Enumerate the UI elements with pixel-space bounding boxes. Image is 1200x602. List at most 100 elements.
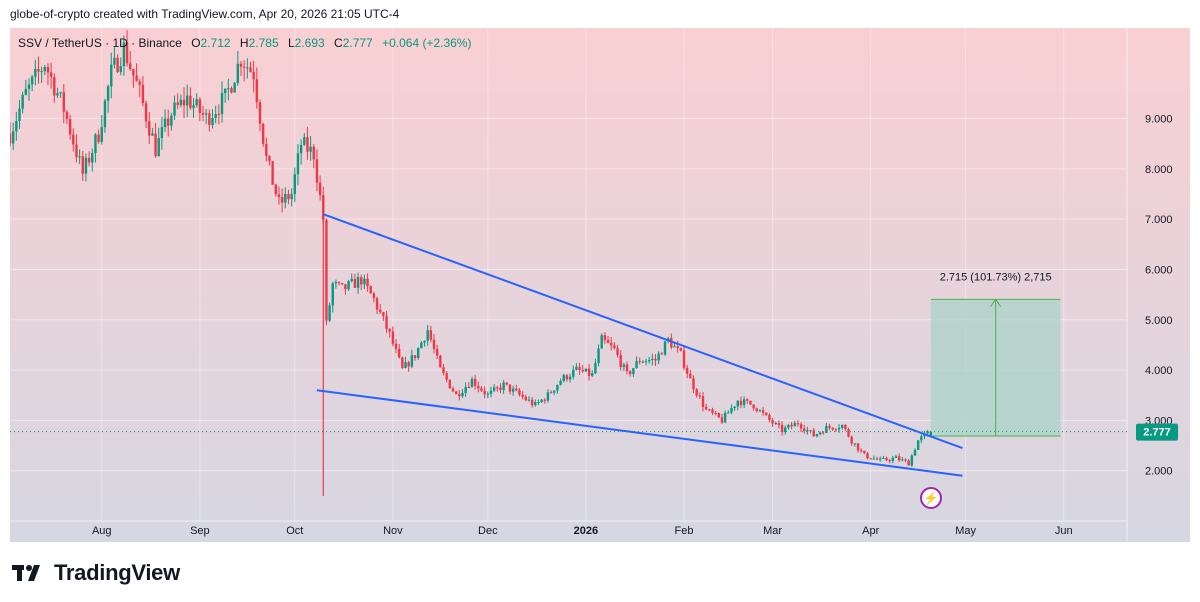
candle-up (40, 71, 43, 73)
high-label: H (239, 36, 249, 50)
candle-up (575, 366, 578, 370)
symbol-name[interactable]: SSV / TetherUS · 1D · Binance (18, 36, 182, 50)
candle-up (24, 88, 28, 95)
candle-down (252, 71, 255, 80)
candle-up (416, 348, 420, 358)
candle-down (198, 99, 202, 113)
candle-up (186, 95, 189, 106)
candle-down (176, 102, 179, 105)
candle-down (907, 460, 910, 466)
candle-down (239, 63, 243, 67)
candle-down (388, 328, 391, 332)
open-label: O (191, 36, 201, 50)
candle-down (638, 361, 641, 363)
candle-down (287, 193, 290, 200)
candle-down (255, 79, 259, 103)
candle-down (265, 143, 268, 157)
candle-up (27, 84, 31, 89)
candle-up (103, 100, 107, 128)
candle-down (796, 423, 800, 425)
candle-down (629, 371, 632, 375)
candle-down (530, 399, 534, 406)
candle-down (777, 423, 781, 425)
low-value: 2.693 (294, 36, 325, 50)
candle-down (549, 392, 553, 394)
candle-up (204, 113, 208, 115)
candle-up (736, 400, 739, 407)
candle-down (249, 67, 252, 72)
candle-up (742, 399, 746, 405)
candle-up (236, 63, 240, 84)
candle-down (435, 348, 439, 356)
candle-down (578, 366, 581, 370)
candle-down (670, 338, 673, 348)
candle-down (318, 182, 322, 196)
lightning-alert-icon[interactable]: ⚡ (920, 487, 942, 509)
candle-down (483, 390, 486, 395)
candle-up (562, 375, 565, 381)
time-tick-label: Jun (1055, 525, 1073, 537)
candle-up (815, 434, 819, 437)
time-tick-label: 2026 (574, 525, 598, 537)
candle-up (632, 368, 635, 375)
price-tick-label: 9.000 (1145, 114, 1173, 126)
candle-up (878, 458, 882, 460)
candle-down (394, 343, 398, 349)
candle-up (511, 388, 515, 392)
candle-down (752, 404, 755, 409)
candle-up (774, 423, 777, 425)
candle-up (556, 384, 559, 391)
candle-down (277, 194, 281, 198)
candle-up (119, 66, 122, 72)
candle-down (53, 77, 56, 96)
candle-down (515, 388, 518, 391)
candle-down (454, 391, 458, 395)
candle-down (739, 400, 743, 405)
candle-down (685, 367, 689, 374)
candle-up (21, 94, 24, 109)
close-value: 2.777 (342, 36, 373, 50)
candle-up (872, 458, 876, 460)
price-tick-label: 2.000 (1145, 466, 1173, 478)
candle-down (268, 156, 271, 162)
candle-up (784, 427, 787, 433)
candle-up (160, 127, 164, 139)
candle-down (72, 134, 75, 145)
candle-down (587, 368, 591, 376)
chart-area[interactable]: 2.715 (101.73%) 2,715 2.000 3.000 4.000 5.0… (10, 28, 1190, 542)
candle-down (654, 358, 657, 361)
candle-down (467, 386, 471, 388)
candle-up (163, 118, 167, 128)
candle-up (303, 137, 306, 145)
candle-down (790, 424, 793, 427)
candle-down (135, 75, 138, 82)
candle-down (167, 118, 170, 126)
candle-up (600, 335, 603, 349)
candle-down (116, 57, 119, 72)
candle-up (787, 424, 790, 428)
time-tick-label: May (955, 525, 976, 537)
candle-down (834, 429, 838, 431)
candle-up (59, 92, 62, 94)
candle-down (379, 309, 382, 313)
candle-down (46, 67, 50, 73)
candle-up (461, 392, 464, 397)
candle-up (929, 431, 933, 436)
candle-down (144, 103, 148, 122)
candle-up (527, 399, 531, 401)
candle-down (217, 113, 221, 115)
candle-up (18, 108, 21, 122)
candle-down (372, 293, 376, 299)
brand-name: TradingView (54, 560, 180, 585)
candle-down (445, 373, 448, 380)
candle-down (619, 354, 622, 368)
candle-up (331, 283, 334, 306)
candle-up (663, 341, 667, 355)
candle-up (489, 390, 493, 394)
price-chart-svg[interactable]: 2.715 (101.73%) 2,715 2.0003.0004.0005.0… (10, 28, 1190, 542)
candle-up (309, 146, 312, 152)
candle-up (328, 305, 331, 321)
candle-up (641, 361, 645, 363)
candle-up (916, 440, 920, 450)
candle-down (581, 369, 584, 372)
